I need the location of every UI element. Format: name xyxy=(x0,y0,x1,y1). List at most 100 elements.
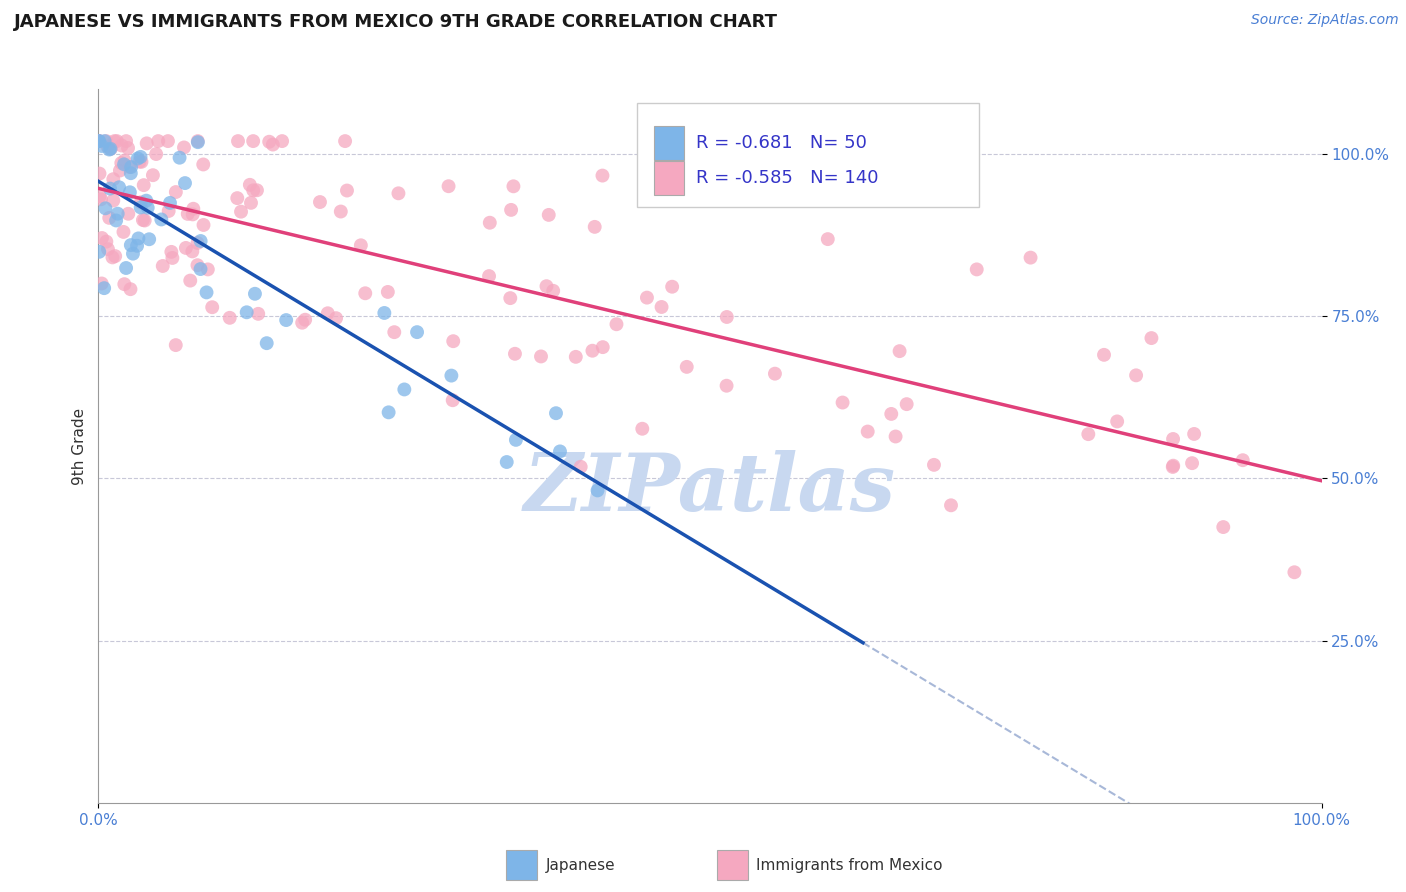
Point xyxy=(94,202,117,216)
Point xyxy=(118,160,141,174)
Point xyxy=(100,142,122,156)
Point xyxy=(336,184,359,198)
Point xyxy=(186,235,208,250)
Point xyxy=(309,195,332,210)
Point xyxy=(394,383,416,397)
Point xyxy=(89,167,111,181)
Point xyxy=(565,350,588,364)
Point xyxy=(91,231,114,245)
Point xyxy=(325,311,347,326)
Point xyxy=(115,134,138,148)
Point xyxy=(174,241,197,255)
Point xyxy=(103,172,125,186)
Point xyxy=(377,285,399,299)
Point xyxy=(294,312,316,326)
Text: JAPANESE VS IMMIGRANTS FROM MEXICO 9TH GRADE CORRELATION CHART: JAPANESE VS IMMIGRANTS FROM MEXICO 9TH G… xyxy=(14,13,778,31)
Point xyxy=(631,422,654,436)
Point xyxy=(1181,456,1204,470)
Point xyxy=(1161,459,1184,474)
Point xyxy=(636,291,658,305)
Point xyxy=(129,150,152,164)
Point xyxy=(548,444,571,458)
Point xyxy=(93,281,115,295)
Point xyxy=(110,156,132,170)
Point xyxy=(125,239,148,253)
Point xyxy=(193,218,215,232)
Point xyxy=(880,407,903,421)
Point xyxy=(100,142,122,156)
Point xyxy=(242,183,264,197)
Point xyxy=(1077,427,1099,442)
Point xyxy=(229,204,252,219)
Point xyxy=(90,277,112,291)
Text: Immigrants from Mexico: Immigrants from Mexico xyxy=(756,858,943,872)
Point xyxy=(165,185,187,199)
Point xyxy=(271,134,294,148)
Point xyxy=(87,134,110,148)
Point xyxy=(716,378,738,392)
Point xyxy=(1212,520,1234,534)
Point xyxy=(256,336,278,351)
Point xyxy=(276,313,298,327)
Point xyxy=(382,325,405,339)
Point xyxy=(586,483,609,498)
Point xyxy=(354,286,377,301)
Text: R = -0.681   N= 50: R = -0.681 N= 50 xyxy=(696,134,866,152)
Point xyxy=(651,300,673,314)
Point xyxy=(922,458,945,472)
Point xyxy=(186,258,208,272)
Point xyxy=(118,186,141,200)
Point xyxy=(107,207,129,221)
Point xyxy=(117,141,139,155)
Point xyxy=(1107,414,1129,428)
Point xyxy=(98,181,121,195)
Point xyxy=(173,140,195,154)
Point xyxy=(187,134,209,148)
Point xyxy=(1232,453,1254,467)
Point xyxy=(103,134,125,148)
Point xyxy=(350,238,373,252)
Point xyxy=(156,134,179,148)
Text: Source: ZipAtlas.com: Source: ZipAtlas.com xyxy=(1251,13,1399,28)
Point xyxy=(129,201,152,215)
Point xyxy=(329,204,352,219)
Point xyxy=(174,176,197,190)
Point xyxy=(544,406,567,420)
Point xyxy=(101,251,124,265)
Text: ZIPatlas: ZIPatlas xyxy=(524,450,896,527)
Point xyxy=(505,433,527,447)
Point xyxy=(138,232,160,246)
Point xyxy=(333,134,356,148)
Point xyxy=(569,459,592,474)
Point xyxy=(105,213,128,227)
Point xyxy=(177,207,200,221)
Point xyxy=(441,393,464,408)
Point xyxy=(112,157,135,171)
Point xyxy=(478,216,501,230)
Point xyxy=(159,195,181,210)
Point xyxy=(181,202,204,216)
Point xyxy=(239,178,262,192)
Point xyxy=(111,138,134,153)
Y-axis label: 9th Grade: 9th Grade xyxy=(72,408,87,484)
Point xyxy=(128,154,150,169)
Point xyxy=(499,291,522,305)
Point xyxy=(157,204,180,219)
Point xyxy=(169,151,191,165)
Point xyxy=(716,310,738,324)
Point xyxy=(90,139,112,153)
Point xyxy=(127,152,149,166)
Point xyxy=(817,232,839,246)
Point xyxy=(1092,348,1115,362)
Point xyxy=(536,279,558,293)
Point xyxy=(1019,251,1042,265)
Point xyxy=(503,347,526,361)
Point xyxy=(165,338,187,352)
Point xyxy=(129,195,152,210)
Point xyxy=(197,262,219,277)
Point xyxy=(120,166,142,180)
Point xyxy=(316,306,339,320)
Point xyxy=(131,154,153,169)
Point xyxy=(406,325,429,339)
Point xyxy=(831,395,853,409)
